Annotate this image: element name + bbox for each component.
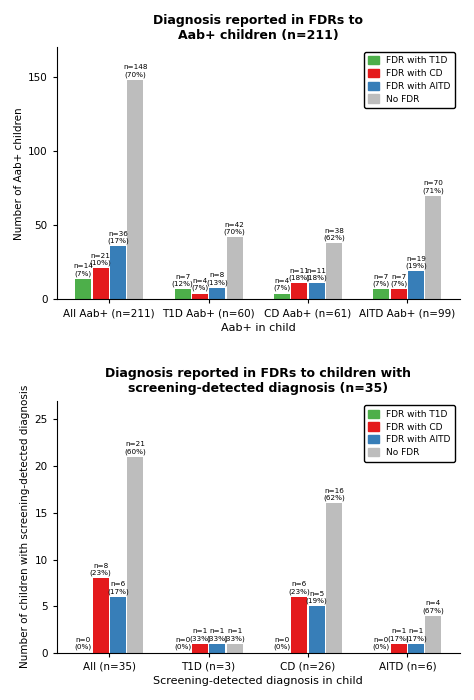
Text: n=0
(0%): n=0 (0%) bbox=[174, 636, 191, 650]
Text: n=70
(71%): n=70 (71%) bbox=[422, 180, 444, 194]
Bar bbox=[227, 643, 243, 653]
Bar bbox=[92, 578, 109, 653]
Bar bbox=[292, 597, 307, 653]
Text: n=8
(13%): n=8 (13%) bbox=[207, 272, 228, 286]
Text: n=8
(23%): n=8 (23%) bbox=[90, 563, 111, 576]
Text: n=148
(70%): n=148 (70%) bbox=[123, 64, 147, 78]
Bar bbox=[274, 293, 290, 300]
Title: Diagnosis reported in FDRs to children with
screening-detected diagnosis (n=35): Diagnosis reported in FDRs to children w… bbox=[105, 368, 411, 395]
Bar bbox=[292, 283, 307, 300]
Text: n=14
(7%): n=14 (7%) bbox=[73, 263, 93, 276]
Text: n=0
(0%): n=0 (0%) bbox=[74, 636, 91, 650]
Bar bbox=[174, 289, 191, 300]
Text: n=0
(0%): n=0 (0%) bbox=[373, 636, 390, 650]
Bar bbox=[128, 80, 143, 300]
Text: n=5
(19%): n=5 (19%) bbox=[306, 591, 328, 604]
Bar bbox=[192, 293, 208, 300]
Text: n=16
(62%): n=16 (62%) bbox=[323, 488, 345, 501]
Bar bbox=[75, 279, 91, 300]
Bar bbox=[426, 195, 441, 300]
Text: n=6
(23%): n=6 (23%) bbox=[288, 581, 310, 595]
Text: n=21
(10%): n=21 (10%) bbox=[90, 253, 111, 266]
Text: n=21
(60%): n=21 (60%) bbox=[125, 441, 146, 455]
Text: n=1
(17%): n=1 (17%) bbox=[388, 628, 410, 642]
Text: n=4
(7%): n=4 (7%) bbox=[191, 278, 209, 291]
Text: n=36
(17%): n=36 (17%) bbox=[107, 230, 129, 244]
Bar bbox=[408, 272, 424, 300]
Text: n=4
(67%): n=4 (67%) bbox=[422, 600, 444, 613]
Title: Diagnosis reported in FDRs to
Aab+ children (n=211): Diagnosis reported in FDRs to Aab+ child… bbox=[153, 14, 363, 42]
Bar bbox=[110, 597, 126, 653]
Bar bbox=[128, 456, 143, 653]
Bar bbox=[326, 243, 342, 300]
Text: n=7
(12%): n=7 (12%) bbox=[172, 274, 193, 287]
Y-axis label: Number of children with screening-detected diagnosis: Number of children with screening-detect… bbox=[20, 385, 30, 668]
Text: n=1
(33%): n=1 (33%) bbox=[224, 628, 246, 642]
Bar bbox=[426, 615, 441, 653]
Bar bbox=[309, 606, 325, 653]
Text: n=4
(7%): n=4 (7%) bbox=[273, 278, 291, 291]
Legend: FDR with T1D, FDR with CD, FDR with AITD, No FDR: FDR with T1D, FDR with CD, FDR with AITD… bbox=[364, 52, 455, 108]
Text: n=1
(33%): n=1 (33%) bbox=[189, 628, 211, 642]
Text: n=42
(70%): n=42 (70%) bbox=[224, 222, 246, 235]
Text: n=1
(17%): n=1 (17%) bbox=[405, 628, 427, 642]
Bar bbox=[408, 643, 424, 653]
Bar bbox=[210, 643, 225, 653]
Bar bbox=[110, 246, 126, 300]
Text: n=19
(19%): n=19 (19%) bbox=[405, 256, 427, 270]
Bar bbox=[391, 643, 407, 653]
X-axis label: Screening-detected diagnosis in child: Screening-detected diagnosis in child bbox=[154, 676, 363, 686]
Bar bbox=[92, 268, 109, 300]
Text: n=11
(18%): n=11 (18%) bbox=[288, 267, 310, 281]
Bar bbox=[391, 289, 407, 300]
Text: n=7
(7%): n=7 (7%) bbox=[390, 274, 407, 287]
Text: n=6
(17%): n=6 (17%) bbox=[107, 581, 129, 595]
Bar bbox=[309, 283, 325, 300]
Legend: FDR with T1D, FDR with CD, FDR with AITD, No FDR: FDR with T1D, FDR with CD, FDR with AITD… bbox=[364, 405, 455, 461]
Y-axis label: Number of Aab+ children: Number of Aab+ children bbox=[14, 107, 24, 239]
Text: n=7
(7%): n=7 (7%) bbox=[373, 274, 390, 287]
Bar bbox=[192, 643, 208, 653]
Bar bbox=[373, 289, 389, 300]
Bar bbox=[210, 288, 225, 300]
Bar bbox=[227, 237, 243, 300]
X-axis label: Aab+ in child: Aab+ in child bbox=[221, 323, 296, 332]
Bar bbox=[326, 503, 342, 653]
Text: n=38
(62%): n=38 (62%) bbox=[323, 228, 345, 241]
Text: n=11
(18%): n=11 (18%) bbox=[306, 267, 328, 281]
Text: n=1
(33%): n=1 (33%) bbox=[207, 628, 228, 642]
Text: n=0
(0%): n=0 (0%) bbox=[273, 636, 291, 650]
